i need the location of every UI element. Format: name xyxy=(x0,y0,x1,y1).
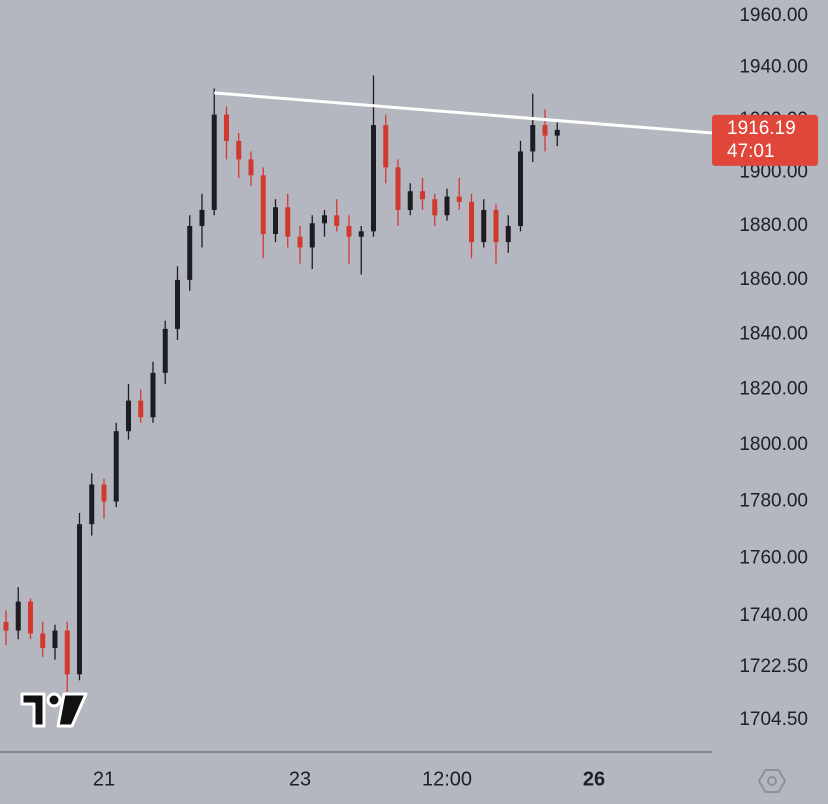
candle-body xyxy=(15,601,21,631)
candle-body xyxy=(3,621,9,631)
candle-body xyxy=(542,125,548,136)
y-tick-label: 1840.00 xyxy=(739,323,808,344)
candle-body xyxy=(113,431,119,502)
y-tick-label: 1780.00 xyxy=(739,491,808,512)
candle-body xyxy=(554,129,560,136)
candle-body xyxy=(285,207,291,237)
candle-body xyxy=(407,191,413,210)
candle-body xyxy=(358,231,364,237)
candle-body xyxy=(456,196,462,202)
candle-body xyxy=(248,159,254,176)
y-tick-label: 1940.00 xyxy=(739,57,808,78)
candle-body xyxy=(64,630,70,675)
candle-body xyxy=(211,114,217,210)
candle-body xyxy=(370,125,376,232)
candle-body xyxy=(76,524,82,675)
candle-body xyxy=(52,630,58,649)
price-label-box xyxy=(712,114,818,166)
candle-body xyxy=(125,400,131,432)
candle-body xyxy=(444,196,450,216)
candle-body xyxy=(505,225,511,243)
candle-body xyxy=(346,225,352,237)
candle-body xyxy=(150,372,156,418)
candle-body xyxy=(27,601,33,634)
price-label-value: 1916.19 xyxy=(727,118,796,139)
candle-body xyxy=(260,175,266,235)
y-tick-label: 1900.00 xyxy=(739,162,808,183)
y-tick-label: 1722.50 xyxy=(739,656,808,677)
y-tick-label: 1960.00 xyxy=(739,5,808,26)
y-tick-label: 1704.50 xyxy=(739,709,808,730)
candle-body xyxy=(530,125,536,152)
candle-body xyxy=(419,191,425,200)
y-tick-label: 1860.00 xyxy=(739,269,808,290)
y-tick-label: 1760.00 xyxy=(739,547,808,568)
candle-body xyxy=(138,400,144,418)
candle-body xyxy=(40,633,46,649)
candle-body xyxy=(187,225,193,280)
trend-line xyxy=(214,91,713,135)
y-tick-label: 1740.00 xyxy=(739,605,808,626)
candle-body xyxy=(101,484,107,502)
candle-body xyxy=(272,207,278,235)
x-tick-label: 23 xyxy=(289,768,311,790)
candle-body xyxy=(321,215,327,224)
x-tick-label: 21 xyxy=(93,768,115,790)
candle-body xyxy=(468,201,474,243)
logo xyxy=(20,692,88,728)
candle-body xyxy=(517,151,523,226)
candle-body xyxy=(493,209,499,243)
settings-icon[interactable] xyxy=(757,769,787,793)
candle-body xyxy=(309,223,315,248)
x-tick-label: 12:00 xyxy=(422,768,472,790)
plot: 1960.001940.001920.001900.001880.001860.… xyxy=(0,5,808,790)
candle-body xyxy=(334,215,340,226)
candle-body xyxy=(297,236,303,248)
y-tick-label: 1820.00 xyxy=(739,378,808,399)
candle-body xyxy=(395,167,401,210)
candle-body xyxy=(223,114,229,141)
candle-body xyxy=(236,140,242,160)
x-tick-label: 26 xyxy=(583,768,605,790)
candle-body xyxy=(481,209,487,243)
candle-body xyxy=(432,199,438,216)
candle-body xyxy=(89,484,95,525)
y-tick-label: 1880.00 xyxy=(739,215,808,236)
y-tick-label: 1800.00 xyxy=(739,434,808,455)
price-label-countdown: 47:01 xyxy=(727,141,775,162)
candle-body xyxy=(162,328,168,373)
candle-body xyxy=(199,209,205,226)
candle-body xyxy=(174,279,180,329)
candle-body xyxy=(383,125,389,168)
